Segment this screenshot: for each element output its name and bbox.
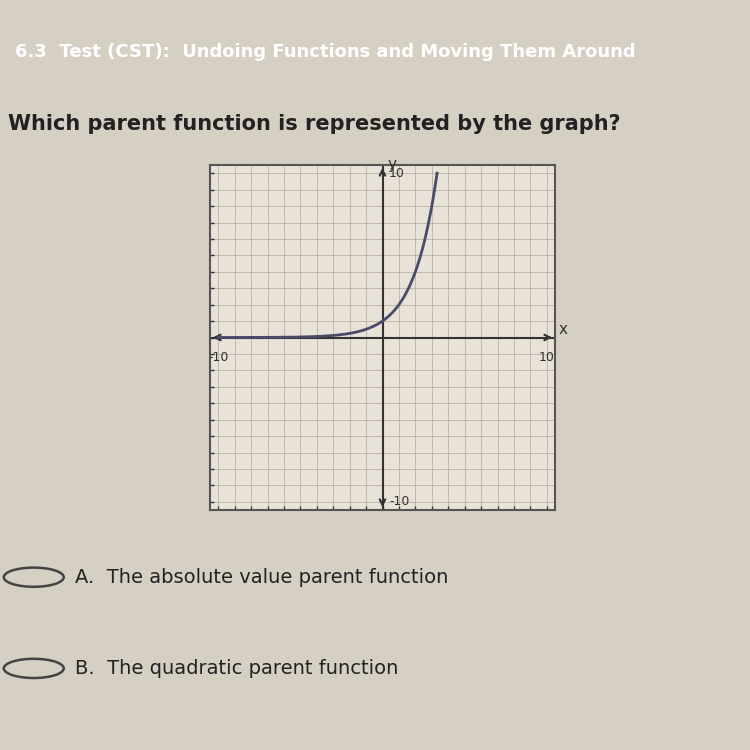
Text: A.  The absolute value parent function: A. The absolute value parent function [75,568,448,586]
Text: -10: -10 [389,495,410,508]
Text: B.  The quadratic parent function: B. The quadratic parent function [75,659,398,678]
Text: 10: 10 [389,166,405,180]
Text: 10: 10 [538,351,555,364]
Text: Which parent function is represented by the graph?: Which parent function is represented by … [8,114,620,134]
Text: -10: -10 [208,351,229,364]
Text: 6.3  Test (CST):  Undoing Functions and Moving Them Around: 6.3 Test (CST): Undoing Functions and Mo… [15,44,635,62]
Text: x: x [558,322,567,337]
Text: y: y [388,158,397,172]
